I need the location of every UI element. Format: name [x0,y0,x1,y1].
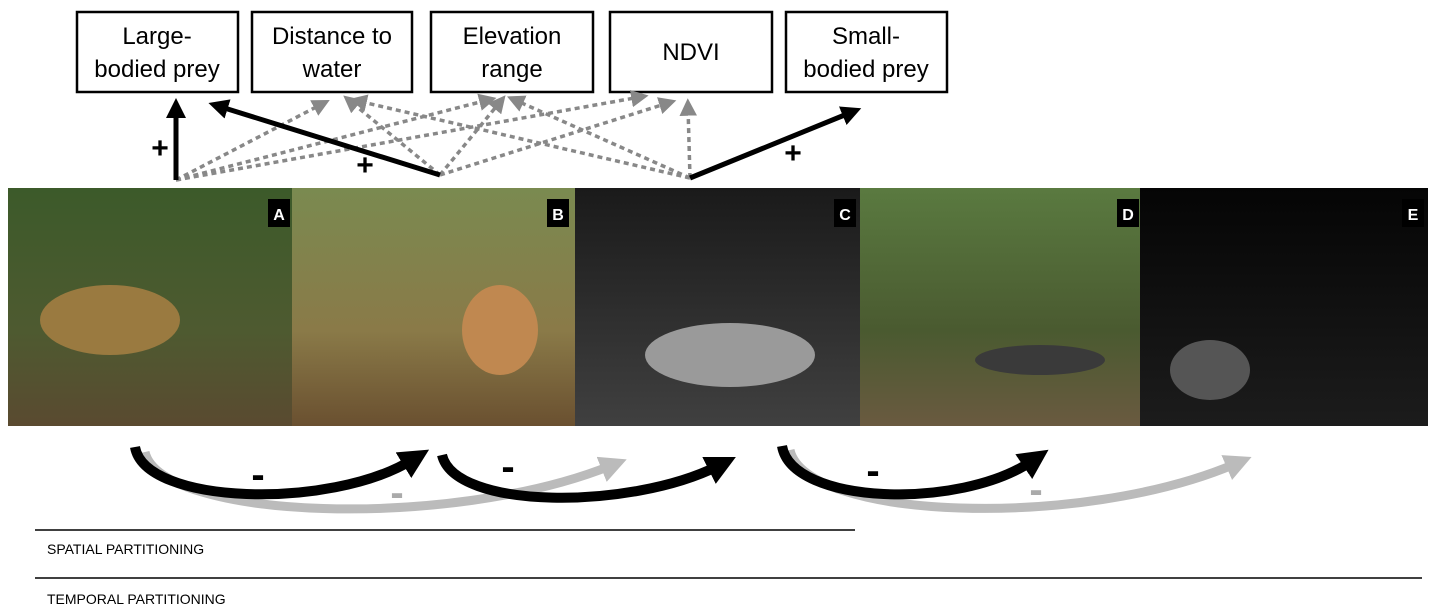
minus-sign: - [501,445,514,489]
animal [645,323,815,387]
minus-sign: - [866,449,879,493]
panel-letter: C [839,207,851,224]
badge [1402,199,1424,227]
photos: A B C D E [8,188,1428,426]
box-label: NDVI [662,39,719,66]
arrow [343,95,442,177]
panel-letter: E [1408,207,1419,224]
minus-sign: - [390,471,403,515]
panel-letter: B [552,207,564,224]
arrow [679,98,697,179]
photo [575,188,860,426]
box-label: water [302,56,362,83]
plus-sign: + [356,149,374,182]
box-label: Small- [832,23,900,50]
arrow [437,453,736,503]
boxes: Large- bodied prey Distance to water Ele… [75,10,949,94]
section-label: TEMPORAL PARTITIONING [47,591,226,607]
section-label: SPATIAL PARTITIONING [47,541,204,557]
arrow [175,89,649,182]
arrow [208,99,441,178]
arrow [349,94,691,180]
arrow [438,95,506,177]
box-label: bodied prey [803,56,928,83]
arrow [130,445,430,500]
animal [975,345,1105,375]
photo [860,188,1140,426]
curved-arrows [130,444,1252,514]
box-label: bodied prey [94,56,219,83]
box [429,10,595,94]
box-label: range [481,56,542,83]
badge [547,199,569,227]
arrow [785,448,1252,513]
arrow [777,444,1049,500]
minus-sign: - [251,453,264,497]
panel-letter: D [1122,207,1134,224]
arrow [439,97,677,177]
box [250,10,414,94]
box-label: Elevation [463,23,562,50]
minus-sign: - [1029,468,1042,512]
box-label: Large- [122,23,191,50]
box [608,10,774,94]
arrow [689,106,862,181]
panel-letter: A [273,207,285,224]
arrow [507,95,691,180]
badge [268,199,290,227]
animal [1170,340,1250,400]
plus-sign: + [151,132,169,165]
dotted-arrows [175,89,697,182]
box [784,10,949,94]
animal [462,285,538,375]
badge [834,199,856,227]
box [75,10,240,94]
solid-arrows [166,98,862,181]
animal [40,285,180,355]
box-label: Distance to [272,23,392,50]
arrow [175,99,330,182]
plus-sign: + [784,137,802,170]
badge [1117,199,1139,227]
